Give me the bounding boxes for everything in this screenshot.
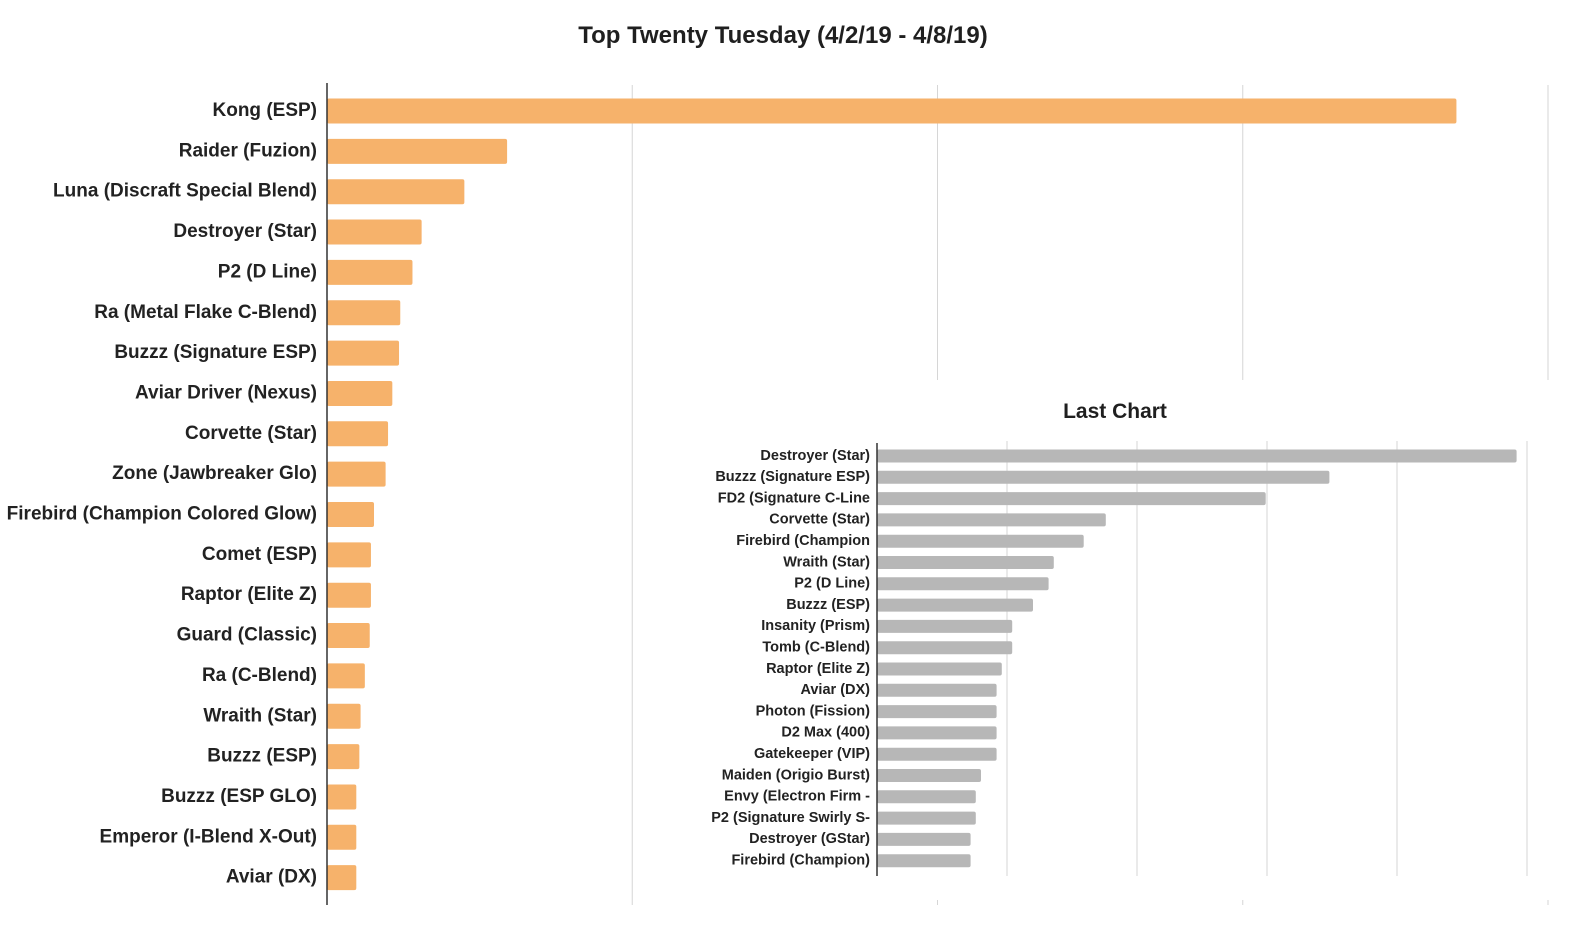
main-bar bbox=[327, 421, 389, 447]
inset-bar bbox=[877, 747, 997, 761]
inset-bar bbox=[877, 598, 1033, 612]
main-bar bbox=[327, 542, 371, 568]
main-category-label: Ra (Metal Flake C-Blend) bbox=[94, 302, 317, 323]
main-category-label: Wraith (Star) bbox=[203, 705, 317, 726]
main-bar bbox=[327, 461, 386, 487]
main-category-label: Kong (ESP) bbox=[213, 100, 318, 121]
main-category-label: Emperor (I-Blend X-Out) bbox=[100, 826, 317, 847]
main-category-label: Aviar (DX) bbox=[226, 867, 317, 888]
main-category-label: Corvette (Star) bbox=[185, 423, 317, 444]
main-category-label: Luna (Discraft Special Blend) bbox=[53, 181, 317, 202]
inset-category-label: Tomb (C-Blend) bbox=[762, 640, 870, 656]
main-bar bbox=[327, 259, 413, 285]
inset-category-label: P2 (D Line) bbox=[794, 576, 870, 592]
main-bar bbox=[327, 663, 365, 689]
main-category-label: Buzzz (Signature ESP) bbox=[114, 342, 317, 363]
inset-category-label: Corvette (Star) bbox=[769, 512, 870, 528]
inset-category-label: Wraith (Star) bbox=[783, 554, 870, 570]
main-category-label: Destroyer (Star) bbox=[173, 221, 317, 242]
inset-category-label: Maiden (Origio Burst) bbox=[722, 767, 870, 783]
main-bar bbox=[327, 502, 375, 527]
inset-bar bbox=[877, 832, 971, 846]
main-bar bbox=[327, 582, 371, 608]
inset-category-label: Firebird (Champion bbox=[736, 533, 870, 549]
inset-bar bbox=[877, 470, 1330, 484]
main-bar bbox=[327, 744, 360, 770]
inset-chart-bars bbox=[877, 449, 1517, 868]
inset-bar bbox=[877, 492, 1266, 506]
inset-bar bbox=[877, 556, 1054, 569]
inset-chart-gridlines bbox=[1006, 441, 1528, 876]
main-category-label: Guard (Classic) bbox=[177, 625, 317, 646]
inset-bar bbox=[877, 705, 997, 719]
inset-category-label: Gatekeeper (VIP) bbox=[754, 746, 870, 762]
main-bar bbox=[327, 784, 357, 810]
inset-bar bbox=[877, 513, 1106, 527]
main-category-label: Raptor (Elite Z) bbox=[181, 584, 317, 605]
inset-category-label: Envy (Electron Firm - bbox=[724, 789, 870, 805]
inset-chart-background bbox=[640, 380, 1580, 900]
main-bar bbox=[327, 623, 370, 649]
inset-category-label: Destroyer (Star) bbox=[760, 448, 870, 464]
main-bar bbox=[327, 138, 508, 164]
main-category-label: Ra (C-Blend) bbox=[202, 665, 317, 686]
inset-chart-category-labels: Destroyer (Star) Buzzz (Signature ESP) FD2… bbox=[711, 448, 870, 869]
inset-bar bbox=[877, 769, 981, 782]
main-category-label: Raider (Fuzion) bbox=[179, 140, 317, 161]
inset-category-label: D2 Max (400) bbox=[781, 725, 870, 741]
inset-bar bbox=[877, 854, 971, 868]
inset-bar bbox=[877, 683, 997, 697]
inset-bar bbox=[877, 811, 976, 825]
main-category-label: P2 (D Line) bbox=[218, 261, 317, 282]
inset-bar bbox=[877, 534, 1084, 548]
main-bar bbox=[327, 340, 400, 366]
inset-category-label: Aviar (DX) bbox=[800, 682, 870, 698]
main-bar bbox=[327, 703, 361, 729]
main-category-label: Buzzz (ESP GLO) bbox=[161, 786, 317, 807]
main-chart-title: Top Twenty Tuesday (4/2/19 - 4/8/19) bbox=[578, 22, 987, 49]
main-bar bbox=[327, 98, 1457, 124]
main-chart-bars bbox=[327, 98, 1457, 891]
inset-bar bbox=[877, 726, 997, 740]
inset-bar bbox=[877, 577, 1049, 591]
main-bar bbox=[327, 179, 465, 205]
inset-bar bbox=[877, 641, 1013, 655]
inset-bar bbox=[877, 619, 1013, 633]
main-chart-category-labels: Kong (ESP) Raider (Fuzion) Luna (Discraft … bbox=[7, 100, 317, 888]
main-category-label: Zone (Jawbreaker Glo) bbox=[112, 463, 317, 484]
main-bar bbox=[327, 219, 422, 245]
inset-category-label: Firebird (Champion) bbox=[731, 853, 870, 869]
main-bar bbox=[327, 865, 357, 891]
inset-chart-title: Last Chart bbox=[1063, 400, 1167, 423]
main-category-label: Buzzz (ESP) bbox=[207, 746, 317, 767]
inset-category-label: Raptor (Elite Z) bbox=[766, 661, 870, 677]
inset-category-label: Insanity (Prism) bbox=[761, 618, 870, 634]
main-category-label: Aviar Driver (Nexus) bbox=[135, 382, 317, 403]
inset-category-label: Photon (Fission) bbox=[756, 703, 871, 719]
inset-bar bbox=[877, 662, 1002, 676]
main-bar bbox=[327, 300, 401, 326]
main-category-label: Firebird (Champion Colored Glow) bbox=[7, 504, 317, 525]
inset-category-label: Destroyer (GStar) bbox=[749, 831, 870, 847]
inset-category-label: Buzzz (Signature ESP) bbox=[715, 469, 870, 485]
inset-category-label: FD2 (Signature C-Line bbox=[718, 490, 870, 506]
main-bar bbox=[327, 380, 393, 406]
inset-bar bbox=[877, 449, 1517, 463]
inset-category-label: Buzzz (ESP) bbox=[786, 597, 870, 613]
main-bar bbox=[327, 824, 357, 850]
inset-bar bbox=[877, 790, 976, 804]
main-category-label: Comet (ESP) bbox=[202, 544, 317, 565]
inset-category-label: P2 (Signature Swirly S- bbox=[711, 810, 870, 826]
